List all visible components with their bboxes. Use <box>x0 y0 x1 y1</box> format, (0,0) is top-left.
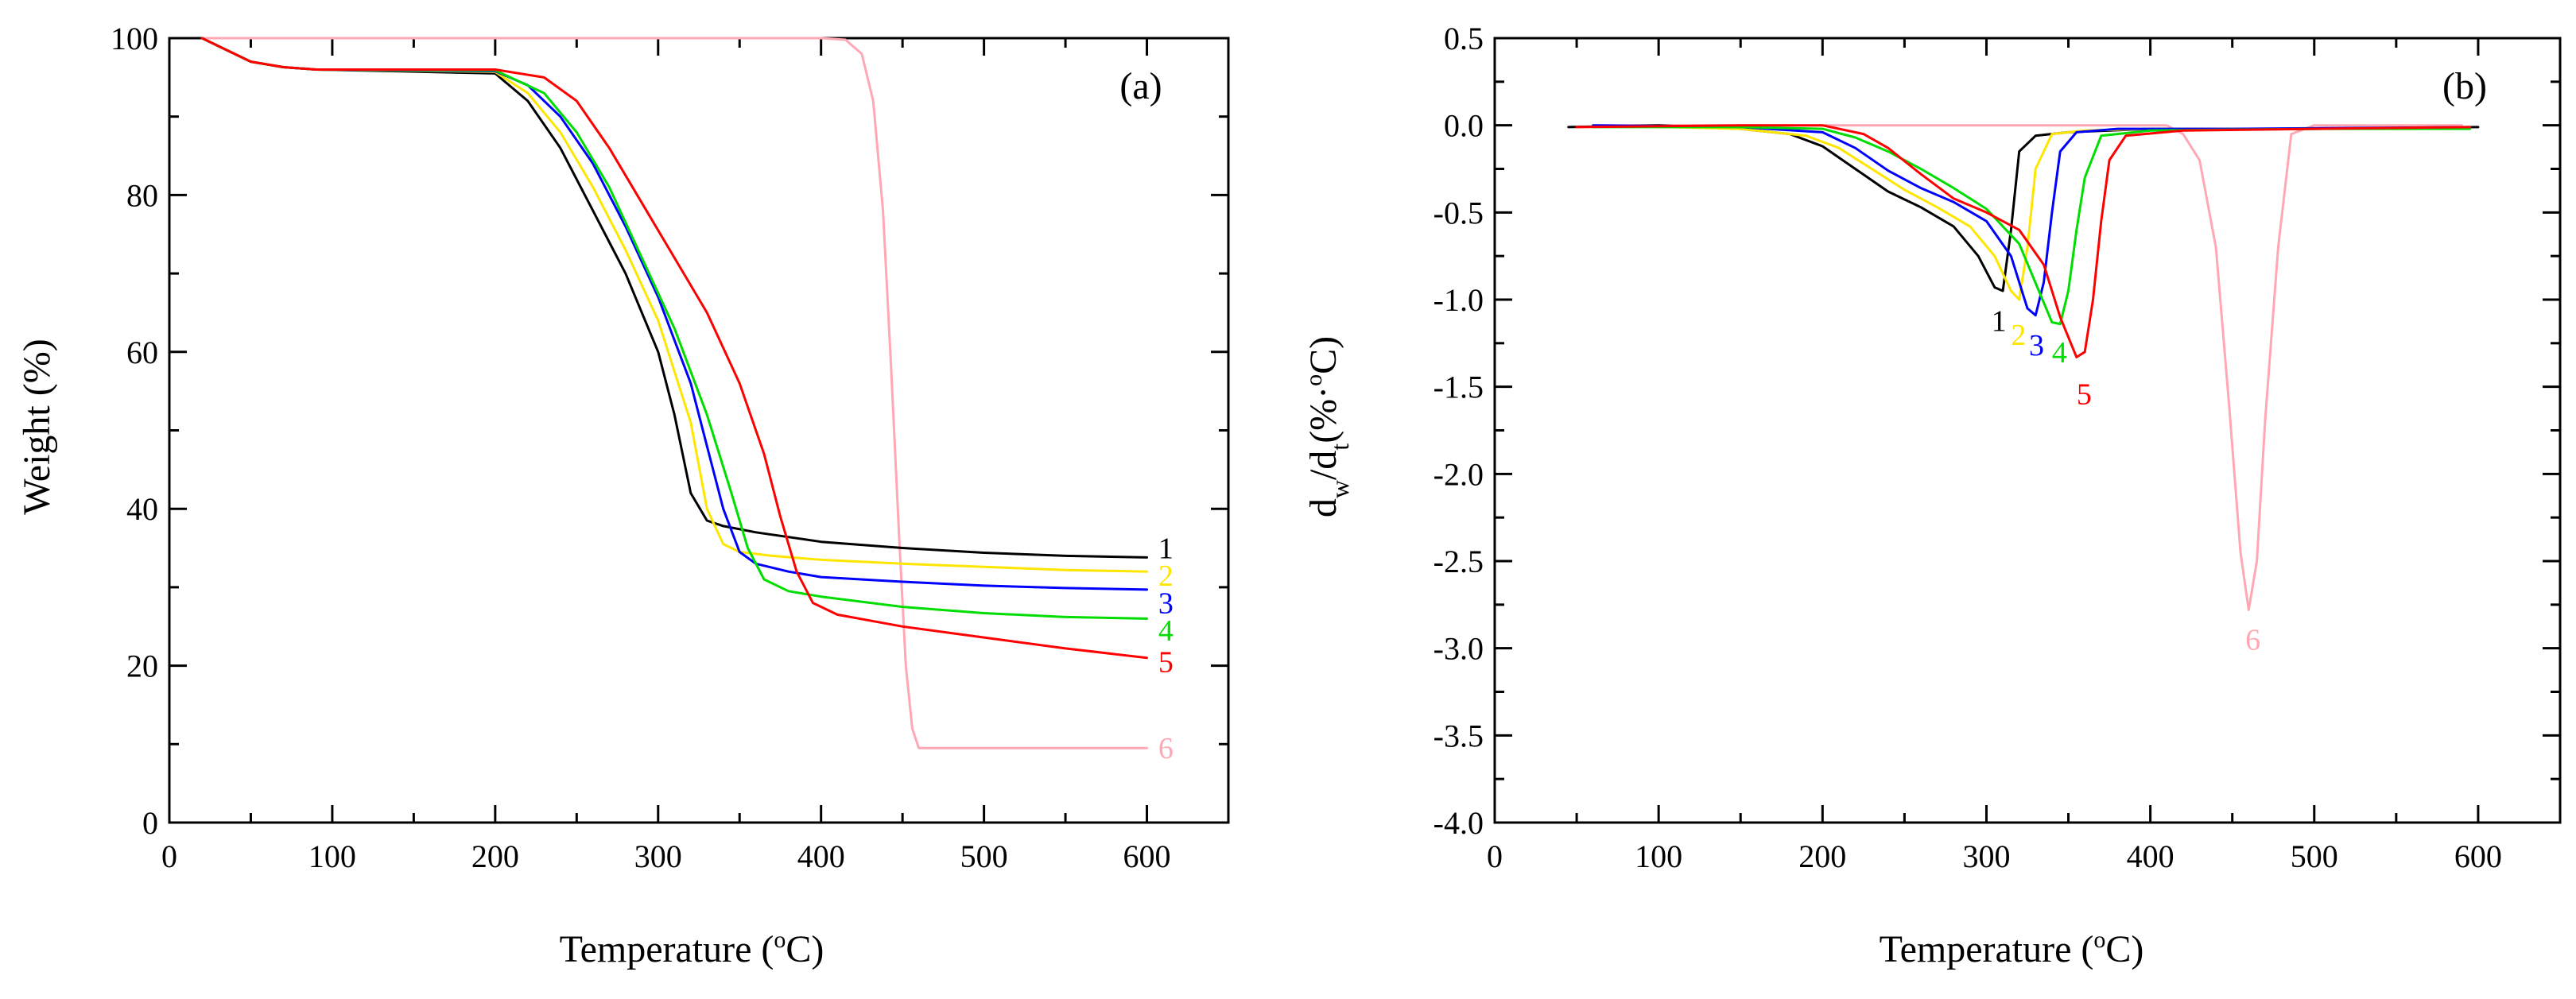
panel-b-x-tick-label: 400 <box>2127 838 2174 874</box>
panel-b-series-1-label: 1 <box>1992 304 2007 338</box>
panel-a-plot-frame <box>168 37 1230 824</box>
panel-b-series-2-label: 2 <box>2011 319 2026 352</box>
panel-b-series-6-line <box>1592 124 2463 611</box>
panel-a-y-tick-label: 20 <box>126 649 158 684</box>
panel-a-y-tick-label: 60 <box>126 335 158 370</box>
panel-b-x-axis-title: Temperature (oC) <box>1880 927 2144 970</box>
panel-a-x-tick-label: 200 <box>471 838 519 874</box>
panel-a-y-tick-label: 80 <box>126 177 158 213</box>
panel-a-x-tick-label: 100 <box>308 838 356 874</box>
panel-b-series-6-label: 6 <box>2245 624 2260 657</box>
panel-b-derivative-chart: Temperature (oC) dw/dt(%·oC) (b) 0 100 200… <box>1301 21 2562 970</box>
panel-a-series-5-label: 5 <box>1158 646 1174 680</box>
panel-b-y-tick-label: -0.5 <box>1433 195 1484 230</box>
panel-b-y-tick-label: -3.0 <box>1433 631 1484 667</box>
panel-b-x-tick-label: 100 <box>1635 838 1682 874</box>
panel-b-x-tick-label: 500 <box>2291 838 2338 874</box>
panel-a-series-1-label: 1 <box>1158 532 1174 566</box>
panel-a-x-axis-title: Temperature (oC) <box>560 927 824 970</box>
panel-b-y-axis-title: dw/dt(%·oC) <box>1301 336 1354 517</box>
panel-a-y-axis-title: Weight (%) <box>16 339 58 514</box>
panel-b-series-5-line <box>1575 124 2472 358</box>
panel-a-x-tick-label: 0 <box>161 838 177 874</box>
panel-a-weight-chart: Temperature (oC) Weight (%) (a) 0 100 200 3… <box>16 21 1230 970</box>
panel-b-series-4-label: 4 <box>2052 336 2067 370</box>
panel-a-series-6-line <box>200 37 1148 749</box>
panel-a-label: (a) <box>1119 65 1162 107</box>
panel-b-y-tick-label: -1.0 <box>1433 282 1484 318</box>
panel-a-y-tick-label: 0 <box>142 805 158 841</box>
panel-b-y-tick-label: -2.0 <box>1433 456 1484 492</box>
panel-a-series-4-label: 4 <box>1158 614 1174 648</box>
panel-b-y-tick-label: 0.5 <box>1444 21 1484 56</box>
panel-a-x-tick-label: 300 <box>634 838 682 874</box>
panel-b-x-tick-label: 300 <box>1962 838 2010 874</box>
panel-b-series-4-line <box>1592 126 2472 326</box>
panel-b-label: (b) <box>2442 65 2487 107</box>
panel-a-x-tick-label: 600 <box>1123 838 1171 874</box>
panel-b-x-tick-label: 200 <box>1798 838 1846 874</box>
panel-a-series-1-line <box>200 37 1148 559</box>
panel-b-y-tick-label: -1.5 <box>1433 370 1484 405</box>
panel-a-series-5-line <box>200 37 1148 660</box>
panel-a-series-4-line <box>200 37 1148 620</box>
panel-b-series-3-label: 3 <box>2029 329 2044 362</box>
panel-a-y-tick-label: 40 <box>126 491 158 527</box>
panel-a-series-3-line <box>200 37 1148 591</box>
panel-b-plot-frame <box>1493 37 2562 824</box>
panel-a-series-6-label: 6 <box>1158 732 1174 765</box>
panel-a-x-tick-label: 400 <box>797 838 845 874</box>
panel-b-series-5-label: 5 <box>2077 378 2092 411</box>
panel-b-y-tick-label: 0.0 <box>1444 108 1484 144</box>
panel-b-series-3-line <box>1592 124 2472 317</box>
panel-a-series-2-label: 2 <box>1158 560 1174 593</box>
panel-b-x-tick-label: 600 <box>2454 838 2502 874</box>
panel-b-y-tick-label: -3.5 <box>1433 718 1484 753</box>
panel-a-y-tick-label: 100 <box>111 21 158 56</box>
panel-b-y-tick-label: -4.0 <box>1433 805 1484 841</box>
panel-a-x-tick-label: 500 <box>960 838 1008 874</box>
panel-b-x-tick-label: 0 <box>1487 838 1503 874</box>
panel-b-y-tick-label: -2.5 <box>1433 544 1484 579</box>
panel-a-series-3-label: 3 <box>1158 587 1174 621</box>
panel-a-series-2-line <box>200 37 1148 573</box>
